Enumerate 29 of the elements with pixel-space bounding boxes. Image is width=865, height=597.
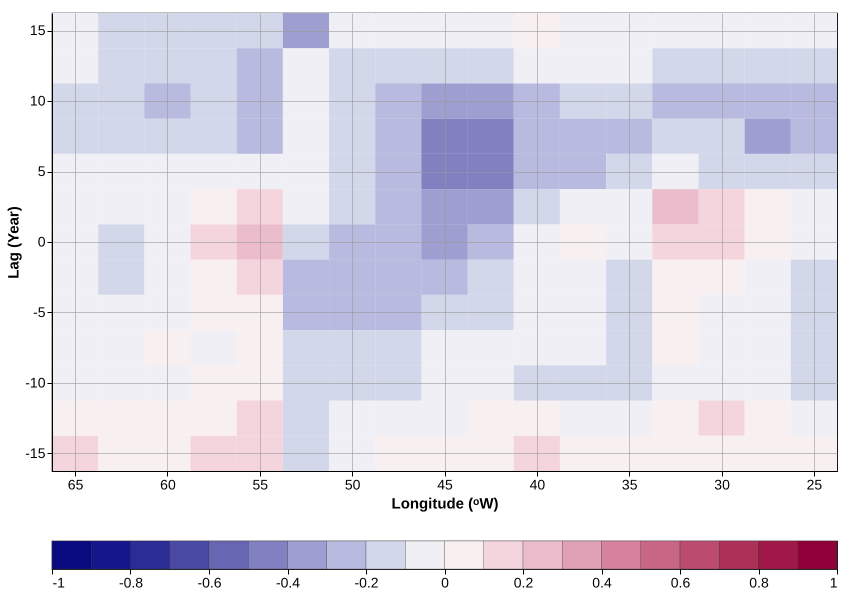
x-tick-label: 55: [252, 476, 268, 492]
color-bar-label: -0.6: [197, 574, 222, 590]
y-axis-title: Lag (Year): [5, 206, 22, 279]
color-bar-label: 0.4: [592, 574, 612, 590]
y-tick-label: 5: [38, 163, 46, 180]
color-bar-label: -1: [52, 574, 66, 590]
color-bar-label: 0.6: [670, 574, 690, 590]
color-bar-label: -0.2: [354, 574, 379, 590]
x-tick-label: 30: [714, 476, 730, 492]
x-tick-label: 35: [622, 476, 638, 492]
x-tick-label: 45: [437, 476, 453, 492]
color-bar-label: -0.8: [118, 574, 144, 590]
y-tick-label: -5: [33, 304, 46, 320]
color-bar-label: 1: [830, 574, 838, 590]
x-tick-label: 60: [160, 476, 176, 492]
color-bar-label: 0.2: [514, 574, 534, 590]
x-tick-label: 65: [68, 476, 84, 492]
y-tick-label: 0: [38, 234, 46, 250]
y-tick-label: -10: [25, 374, 46, 390]
y-tick-label: -15: [25, 444, 46, 461]
x-tick-label: 40: [530, 476, 546, 492]
color-bar-label: 0.8: [749, 574, 769, 590]
x-axis-title: Longitude (ᵒW): [392, 496, 498, 512]
color-bar-label: 0: [441, 574, 450, 590]
y-tick-label: 10: [30, 92, 46, 109]
x-tick-label: 25: [806, 476, 822, 492]
x-tick-label: 50: [344, 476, 361, 492]
y-tick-label: 15: [30, 22, 46, 38]
color-bar-label: -0.4: [276, 574, 300, 590]
